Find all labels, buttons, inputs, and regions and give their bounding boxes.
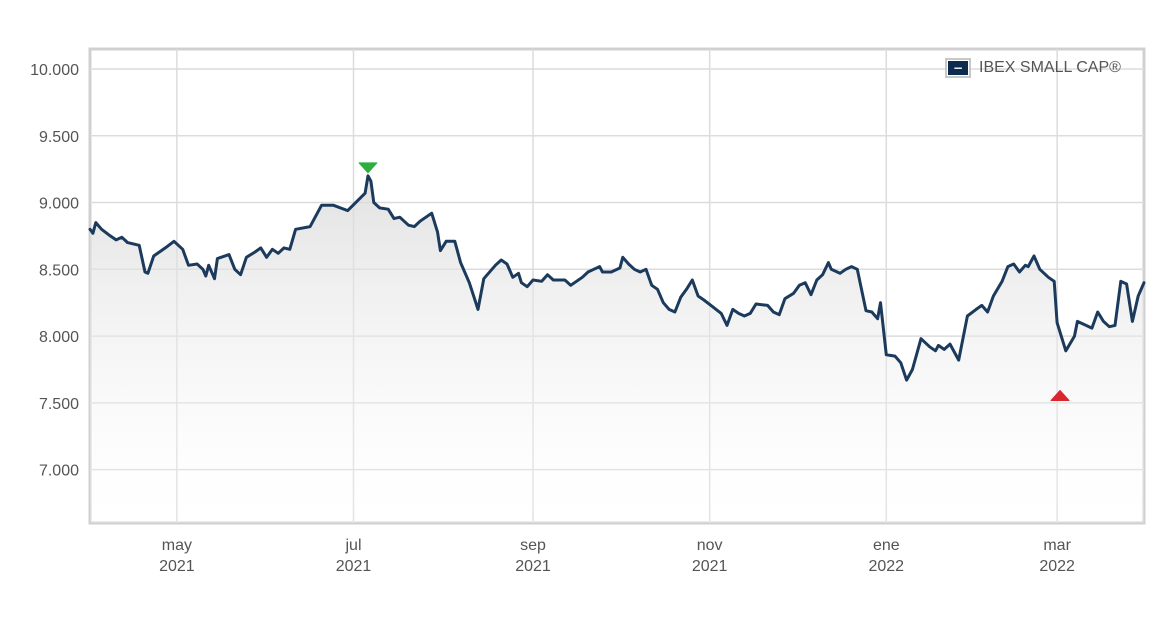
x-tick-month-label: jul bbox=[344, 537, 361, 554]
series-line-layer[interactable] bbox=[88, 174, 1146, 382]
x-tick-year-label: 2022 bbox=[868, 558, 904, 575]
legend-toggle-button[interactable]: − bbox=[945, 58, 971, 78]
x-tick-year-label: 2021 bbox=[692, 558, 728, 575]
series-line[interactable] bbox=[88, 174, 1146, 382]
max-marker-icon bbox=[358, 162, 378, 174]
y-tick-label: 8.000 bbox=[39, 329, 79, 346]
y-tick-label: 7.000 bbox=[39, 463, 79, 480]
x-tick-month-label: nov bbox=[697, 537, 723, 554]
x-tick-month-label: sep bbox=[520, 537, 546, 554]
y-tick-label: 9.500 bbox=[39, 129, 79, 146]
area-fill-layer bbox=[90, 175, 1144, 524]
y-tick-label: 9.000 bbox=[39, 196, 79, 213]
x-tick-year-label: 2022 bbox=[1039, 558, 1075, 575]
x-tick-year-label: 2021 bbox=[336, 558, 372, 575]
min-marker-icon bbox=[1050, 389, 1070, 401]
y-tick-label: 10.000 bbox=[30, 62, 79, 79]
x-tick-month-label: may bbox=[162, 537, 192, 554]
y-axis-ticks: 10.000 9.500 9.000 8.500 8.000 7.500 7.000 bbox=[30, 62, 79, 480]
x-axis-ticks: may 2021 jul 2021 sep 2021 nov 2021 ene 2022 mar 20… bbox=[159, 537, 1075, 575]
x-tick-month-label: mar bbox=[1043, 537, 1071, 554]
x-tick-month-label: ene bbox=[873, 537, 900, 554]
y-tick-label: 8.500 bbox=[39, 262, 79, 279]
x-tick-year-label: 2021 bbox=[515, 558, 551, 575]
legend-swatch-minus-icon: − bbox=[948, 61, 968, 75]
x-tick-year-label: 2021 bbox=[159, 558, 195, 575]
series-area-fill bbox=[90, 175, 1144, 524]
y-tick-label: 7.500 bbox=[39, 396, 79, 413]
legend-label[interactable]: IBEX SMALL CAP® bbox=[979, 59, 1121, 76]
marker-layer bbox=[358, 162, 1070, 401]
legend[interactable]: − IBEX SMALL CAP® bbox=[945, 56, 1121, 80]
